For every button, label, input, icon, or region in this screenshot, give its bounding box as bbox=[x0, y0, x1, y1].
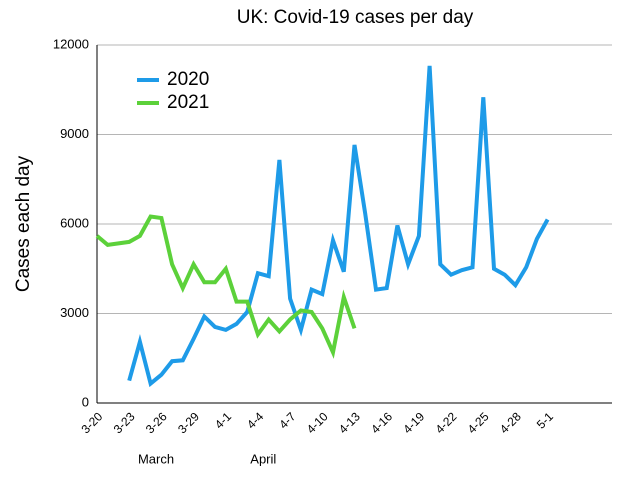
month-label: March bbox=[138, 451, 174, 466]
x-tick-label: 4-1 bbox=[212, 409, 234, 431]
x-tick-label: 3-26 bbox=[143, 409, 170, 436]
x-tick-label: 5-1 bbox=[534, 409, 556, 431]
x-tick-label: 3-29 bbox=[175, 409, 202, 436]
x-tick-label: 3-23 bbox=[111, 409, 138, 436]
legend-label: 2020 bbox=[167, 69, 209, 90]
x-tick-label: 4-7 bbox=[276, 409, 298, 431]
y-tick-label: 3000 bbox=[60, 305, 89, 320]
x-tick-label: 4-13 bbox=[336, 409, 363, 436]
y-axis-label: Cases each day bbox=[13, 155, 34, 292]
y-tick-label: 9000 bbox=[60, 126, 89, 141]
x-tick-label: 3-20 bbox=[78, 409, 105, 436]
legend-label: 2021 bbox=[167, 92, 209, 113]
x-tick-label: 4-25 bbox=[465, 409, 492, 436]
y-tick-label: 12000 bbox=[53, 36, 89, 51]
x-tick-label: 4-28 bbox=[497, 409, 524, 436]
month-label: April bbox=[250, 451, 276, 466]
chart-title: UK: Covid-19 cases per day bbox=[237, 7, 474, 28]
x-tick-label: 4-4 bbox=[244, 409, 266, 431]
x-tick-label: 4-10 bbox=[304, 409, 331, 436]
y-tick-label: 6000 bbox=[60, 215, 89, 230]
series-line bbox=[127, 65, 550, 388]
y-tick-label: 0 bbox=[82, 394, 89, 409]
x-tick-label: 4-16 bbox=[368, 409, 395, 436]
x-tick-label: 4-19 bbox=[400, 409, 427, 436]
x-tick-label: 4-22 bbox=[433, 409, 460, 436]
series-line bbox=[95, 214, 357, 359]
